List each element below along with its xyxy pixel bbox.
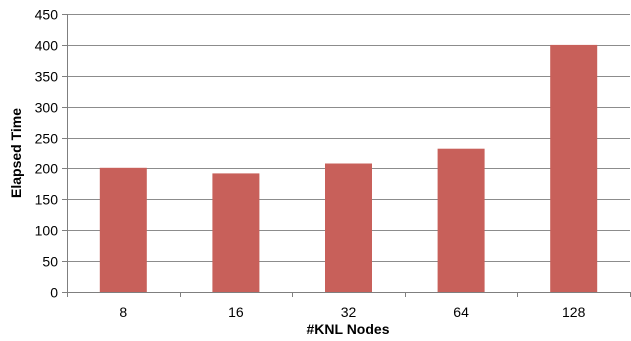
x-tick-label: 64 [453,304,469,320]
y-axis-title: Elapsed Time [8,108,24,198]
bar [550,44,598,293]
bar [325,163,372,292]
bar [212,173,260,292]
x-tick-label: 16 [228,304,244,320]
bars [99,44,598,293]
y-tick-label: 350 [35,69,59,85]
x-tick-label: 8 [119,304,127,320]
axes [62,14,631,297]
y-tick-label: 100 [35,223,59,239]
y-tick-label: 150 [35,192,59,208]
gridlines [67,14,630,262]
y-tick-label: 0 [50,285,58,301]
x-tick-label: 128 [562,304,586,320]
bar [437,148,485,292]
y-tick-label: 450 [35,7,59,23]
y-tick-label: 250 [35,131,59,147]
x-tick-labels: 8 16 32 64 128 [119,304,585,320]
bar [99,167,147,292]
y-tick-label: 200 [35,161,59,177]
x-axis-title: #KNL Nodes [307,321,390,337]
x-tick-label: 32 [341,304,357,320]
y-tick-label: 400 [35,38,59,54]
y-tick-label: 50 [42,254,58,270]
y-tick-label: 300 [35,100,59,116]
y-tick-labels: 0 50 100 150 200 250 300 350 400 450 [35,7,59,301]
